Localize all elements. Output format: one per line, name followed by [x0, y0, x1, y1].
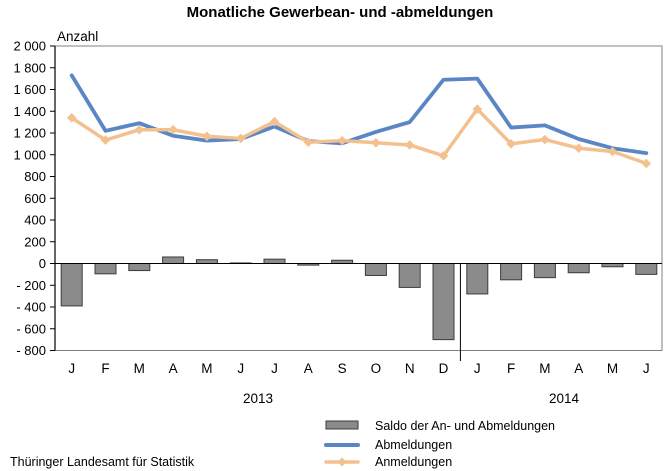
plot-border — [55, 45, 663, 351]
month-label: M — [539, 361, 550, 376]
saldo-bar — [162, 256, 185, 265]
month-label: O — [371, 361, 382, 376]
source-attribution: Thüringer Landesamt für Statistik — [10, 455, 195, 469]
month-label: M — [134, 361, 145, 376]
month-label: D — [439, 361, 449, 376]
y-tick-label: 400 — [24, 213, 46, 228]
anmeldungen-marker — [472, 104, 483, 114]
month-label: J — [474, 361, 481, 376]
saldo-bar — [263, 258, 286, 264]
y-tick-label: - 200 — [16, 278, 46, 293]
legend: Saldo der An- und Abmeldungen Abmeldunge… — [324, 419, 555, 469]
saldo-bar — [500, 263, 523, 281]
anmeldungen-marker — [607, 146, 618, 157]
month-label: M — [607, 361, 618, 376]
y-tick-label: 1 000 — [13, 147, 46, 162]
saldo-bar — [94, 263, 117, 275]
month-label: A — [574, 361, 583, 376]
saldo-bar — [567, 263, 590, 274]
month-label: F — [507, 361, 515, 376]
y-tick-label: 1 600 — [13, 82, 46, 97]
y-tick-label: 1 200 — [13, 126, 46, 141]
chart-title: Monatliche Gewerbean- und -abmeldungen — [187, 4, 494, 21]
anmeldungen-marker — [506, 139, 516, 149]
anmeldungen-marker — [235, 133, 246, 144]
y-tick-label: - 800 — [16, 343, 46, 358]
anmeldungen-marker — [573, 143, 584, 154]
month-label: A — [169, 361, 178, 376]
abmeldungen-line — [69, 73, 649, 156]
y-tick-label: 2 000 — [13, 39, 46, 54]
abmeldungen-legend-label: Abmeldungen — [375, 438, 452, 452]
saldo-bar — [364, 263, 387, 276]
y-tick-label: 200 — [24, 234, 46, 249]
month-label: J — [643, 361, 650, 376]
saldo-legend-swatch — [325, 420, 359, 430]
month-label: F — [101, 361, 109, 376]
data-lines — [66, 73, 652, 169]
year-label-2014: 2014 — [549, 391, 580, 406]
anmeldungen-marker — [168, 124, 178, 135]
y-tick-label: - 600 — [16, 321, 46, 336]
anmeldungen-marker — [303, 137, 314, 148]
y-tick-label: 600 — [24, 191, 46, 206]
y-tick-label: 1 400 — [13, 104, 46, 119]
year-label-2013: 2013 — [243, 391, 273, 406]
anmeldungen-marker — [202, 131, 212, 142]
anmeldungen-marker — [269, 116, 280, 127]
anmeldungen-legend-swatch — [324, 457, 360, 467]
saldo-bar — [398, 263, 421, 288]
month-label: J — [237, 361, 244, 376]
zero-axis — [55, 263, 662, 361]
month-label: N — [405, 361, 415, 376]
saldo-bar — [195, 259, 218, 265]
anmeldungen-marker — [337, 135, 347, 146]
anmeldungen-marker — [641, 158, 652, 169]
y-axis-unit-label: Anzahl — [57, 29, 98, 44]
saldo-bar — [635, 263, 658, 275]
month-label: J — [68, 361, 75, 376]
saldo-bar — [466, 263, 489, 295]
anmeldungen-line — [69, 107, 649, 166]
saldo-bar — [128, 263, 151, 272]
month-label: M — [201, 361, 212, 376]
y-axis-ticks: - 800 - 600 - 400 - 200 0 200 400 600 800 1 000 1 … — [13, 39, 55, 358]
month-label: A — [304, 361, 313, 376]
anmeldungen-marker — [100, 135, 111, 145]
anmeldungen-marker — [134, 124, 145, 135]
anmeldungen-legend-label: Anmeldungen — [375, 455, 452, 469]
saldo-bar — [533, 263, 556, 279]
anmeldungen-marker — [438, 151, 449, 161]
saldo-bar — [432, 263, 455, 341]
month-label: J — [271, 361, 278, 376]
saldo-bars — [60, 256, 658, 341]
anmeldungen-marker — [66, 112, 77, 123]
y-tick-label: - 400 — [16, 300, 46, 315]
saldo-bar — [60, 263, 83, 307]
y-tick-label: 0 — [39, 256, 46, 271]
anmeldungen-marker — [540, 134, 550, 145]
y-tick-label: 800 — [24, 169, 46, 184]
plot-frame — [54, 45, 663, 351]
anmeldungen-marker — [371, 137, 381, 148]
month-label: S — [338, 361, 347, 376]
anmeldungen-marker — [404, 140, 415, 150]
saldo-legend-label: Saldo der An- und Abmeldungen — [375, 419, 555, 433]
y-tick-label: 1 800 — [13, 60, 46, 75]
